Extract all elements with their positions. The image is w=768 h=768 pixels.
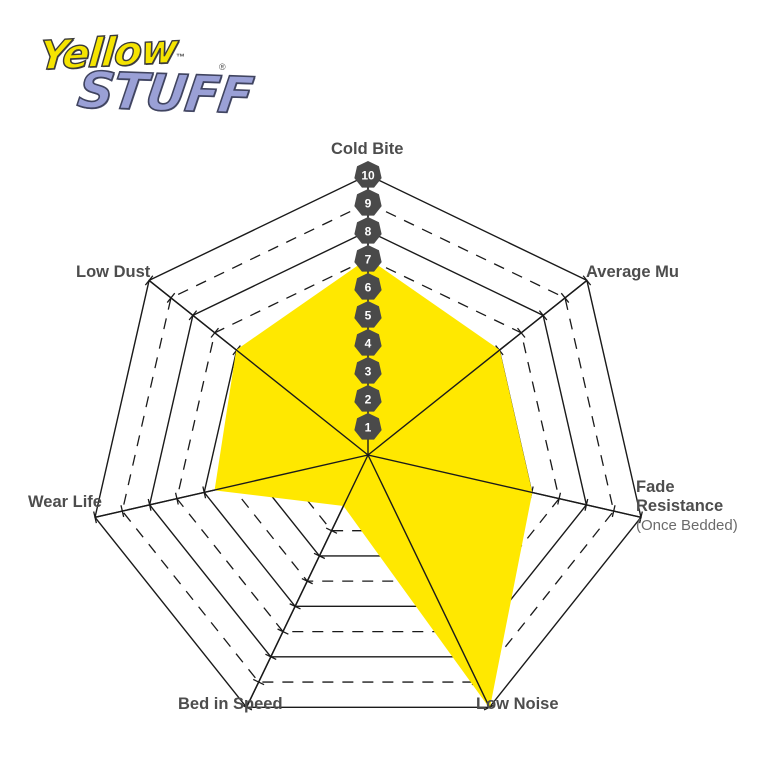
axis-label-low-dust: Low Dust: [76, 263, 151, 281]
scale-badge-label-8: 8: [365, 225, 372, 239]
scale-badge-shape-9: [354, 189, 382, 216]
scale-badge-6: 6: [354, 273, 382, 300]
axis-label-average-mu: Average Mu: [586, 263, 679, 281]
scale-badge-shape-4: [354, 329, 382, 356]
axis-spoke-2: [367, 454, 642, 518]
scale-badge-5: 5: [354, 301, 382, 328]
axis-tick-1-10: [582, 275, 592, 286]
axis-label-fade-note: (Once Bedded): [636, 516, 738, 534]
scale-badge-shape-1: [354, 413, 382, 440]
axis-spoke-1: [367, 279, 588, 456]
axis-label-wear-life: Wear Life: [28, 493, 102, 511]
axis-spoke-4: [245, 454, 369, 708]
axis-label-low-noise: Low Noise: [476, 695, 559, 713]
scale-badge-shape-7: [354, 245, 382, 272]
axis-label-fade-resistance: Fade Resistance (Once Bedded): [636, 478, 738, 535]
axis-tick-6-10: [144, 275, 154, 286]
grid-ring-10: [94, 174, 642, 708]
axis-label-bed-in-speed: Bed in Speed: [178, 695, 283, 713]
axis-spoke-6: [148, 279, 369, 456]
grid-ring-9: [121, 202, 615, 683]
grid-ring-8: [148, 230, 588, 658]
scale-badges: 1 2 3 4 5 6 7 8 9 10: [354, 161, 382, 440]
scale-badge-4: 4: [354, 329, 382, 356]
scale-badge-2: 2: [354, 385, 382, 412]
scale-badge-label-6: 6: [365, 281, 372, 295]
scale-badge-shape-2: [354, 385, 382, 412]
scale-badge-shape-10: [354, 161, 382, 188]
axis-label-cold-bite: Cold Bite: [331, 140, 404, 158]
axis-spoke-3: [367, 454, 491, 708]
axis-spoke-5: [94, 454, 369, 518]
scale-badge-1: 1: [354, 413, 382, 440]
scale-badge-7: 7: [354, 245, 382, 272]
scale-badge-3: 3: [354, 357, 382, 384]
scale-badge-shape-8: [354, 217, 382, 244]
scale-badge-8: 8: [354, 217, 382, 244]
scale-badge-label-10: 10: [361, 169, 375, 183]
series-area-yellow-stuff: [214, 258, 533, 709]
scale-badge-label-9: 9: [365, 197, 372, 211]
scale-badge-label-3: 3: [365, 365, 372, 379]
scale-badge-label-4: 4: [365, 337, 372, 351]
axis-label-fade-line1: Fade: [636, 478, 675, 496]
scale-badge-label-1: 1: [365, 421, 372, 435]
scale-badge-shape-3: [354, 357, 382, 384]
scale-badge-shape-6: [354, 273, 382, 300]
scale-badge-shape-5: [354, 301, 382, 328]
scale-badge-10: 10: [354, 161, 382, 188]
axis-label-fade-line2: Resistance: [636, 497, 724, 516]
scale-badge-label-7: 7: [365, 253, 372, 267]
scale-badge-label-2: 2: [365, 393, 372, 407]
scale-badge-label-5: 5: [365, 309, 372, 323]
scale-badge-9: 9: [354, 189, 382, 216]
